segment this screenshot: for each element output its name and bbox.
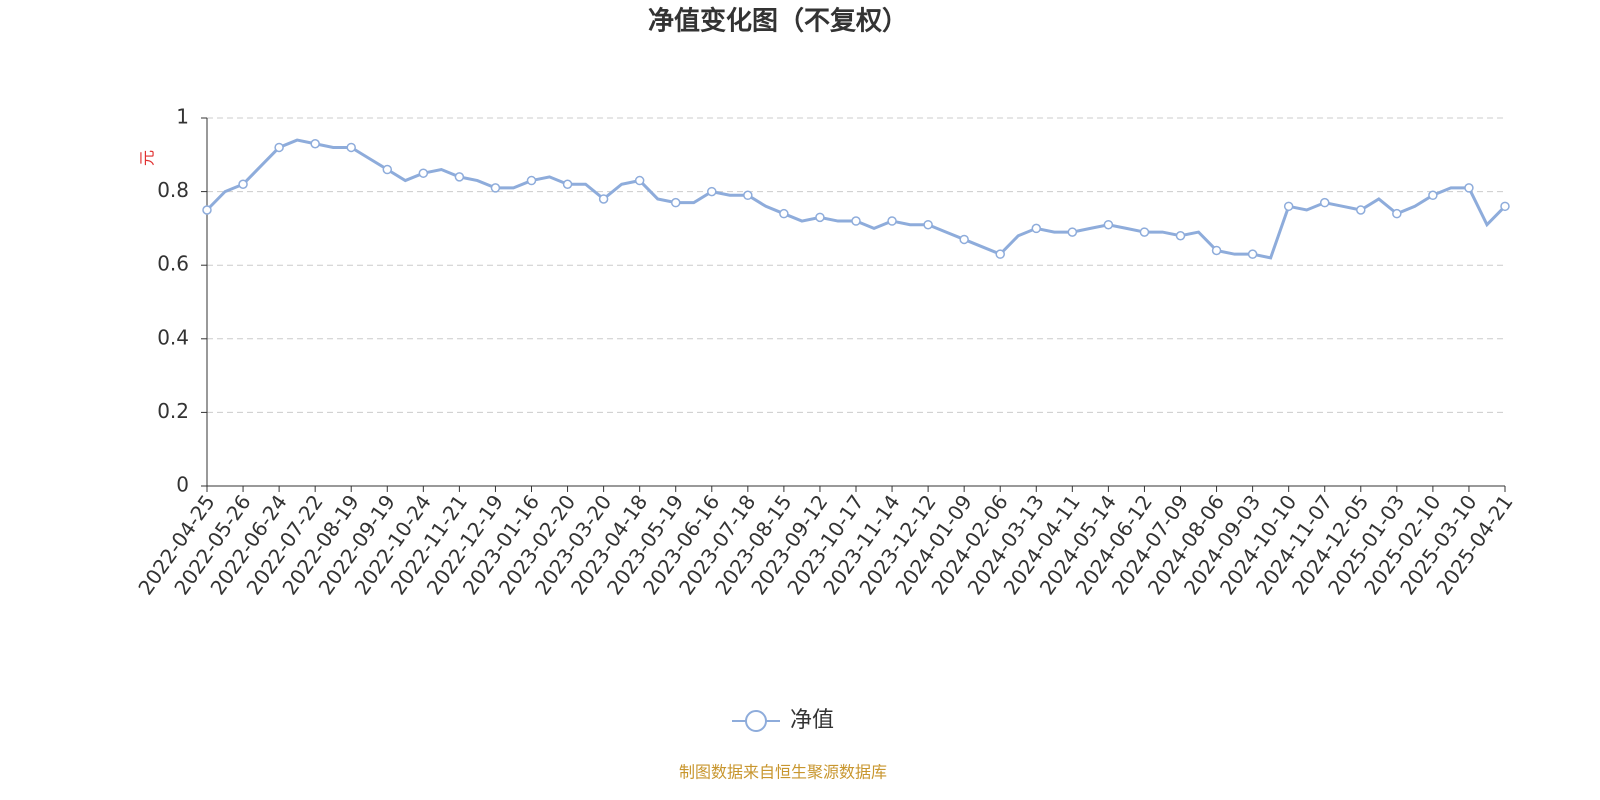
point-marker: [1464, 183, 1474, 193]
point-marker: [202, 205, 212, 215]
point-marker: [1175, 231, 1186, 241]
point-marker: [1031, 223, 1042, 234]
source-note: 制图数据来自恒生聚源数据库: [679, 763, 887, 782]
y-tick-label: 0.8: [157, 178, 189, 202]
chart-title: 净值变化图（不复权）: [648, 6, 908, 37]
point-marker: [1247, 249, 1258, 259]
point-marker: [1428, 190, 1438, 201]
point-marker: [346, 142, 356, 153]
point-marker: [959, 234, 969, 245]
y-tick-label: 0.6: [157, 252, 189, 276]
point-marker: [743, 190, 753, 201]
point-marker: [995, 249, 1005, 259]
legend-label: 净值: [790, 708, 834, 733]
point-marker: [490, 183, 501, 193]
point-marker: [1500, 201, 1510, 212]
point-marker: [454, 172, 465, 182]
point-marker: [382, 164, 393, 175]
y-tick-label: 0: [176, 473, 189, 497]
point-marker: [887, 216, 897, 226]
point-marker: [526, 175, 537, 186]
point-marker: [1139, 227, 1150, 237]
point-marker: [1103, 219, 1114, 230]
point-marker: [274, 142, 284, 153]
y-tick-label: 1: [176, 105, 189, 129]
point-marker: [1211, 245, 1222, 256]
y-tick-label: 0.2: [157, 399, 189, 423]
point-marker: [310, 139, 320, 149]
point-marker: [815, 212, 825, 223]
point-marker: [851, 216, 861, 226]
point-marker: [1356, 205, 1366, 215]
point-marker: [1319, 197, 1330, 208]
point-marker: [1067, 227, 1078, 237]
point-marker: [707, 186, 717, 197]
point-marker: [562, 179, 573, 189]
point-marker: [418, 168, 429, 178]
point-marker: [1283, 201, 1294, 212]
point-marker: [923, 219, 933, 230]
point-marker: [598, 194, 609, 204]
point-marker: [670, 197, 681, 208]
legend-marker: [745, 710, 767, 732]
point-marker: [1392, 208, 1402, 219]
y-tick-label: 0.4: [157, 325, 189, 349]
y-axis-label: 元: [138, 150, 157, 166]
series-line: [205, 138, 1507, 260]
point-marker: [779, 208, 789, 219]
point-marker: [238, 179, 248, 189]
point-marker: [634, 175, 645, 186]
